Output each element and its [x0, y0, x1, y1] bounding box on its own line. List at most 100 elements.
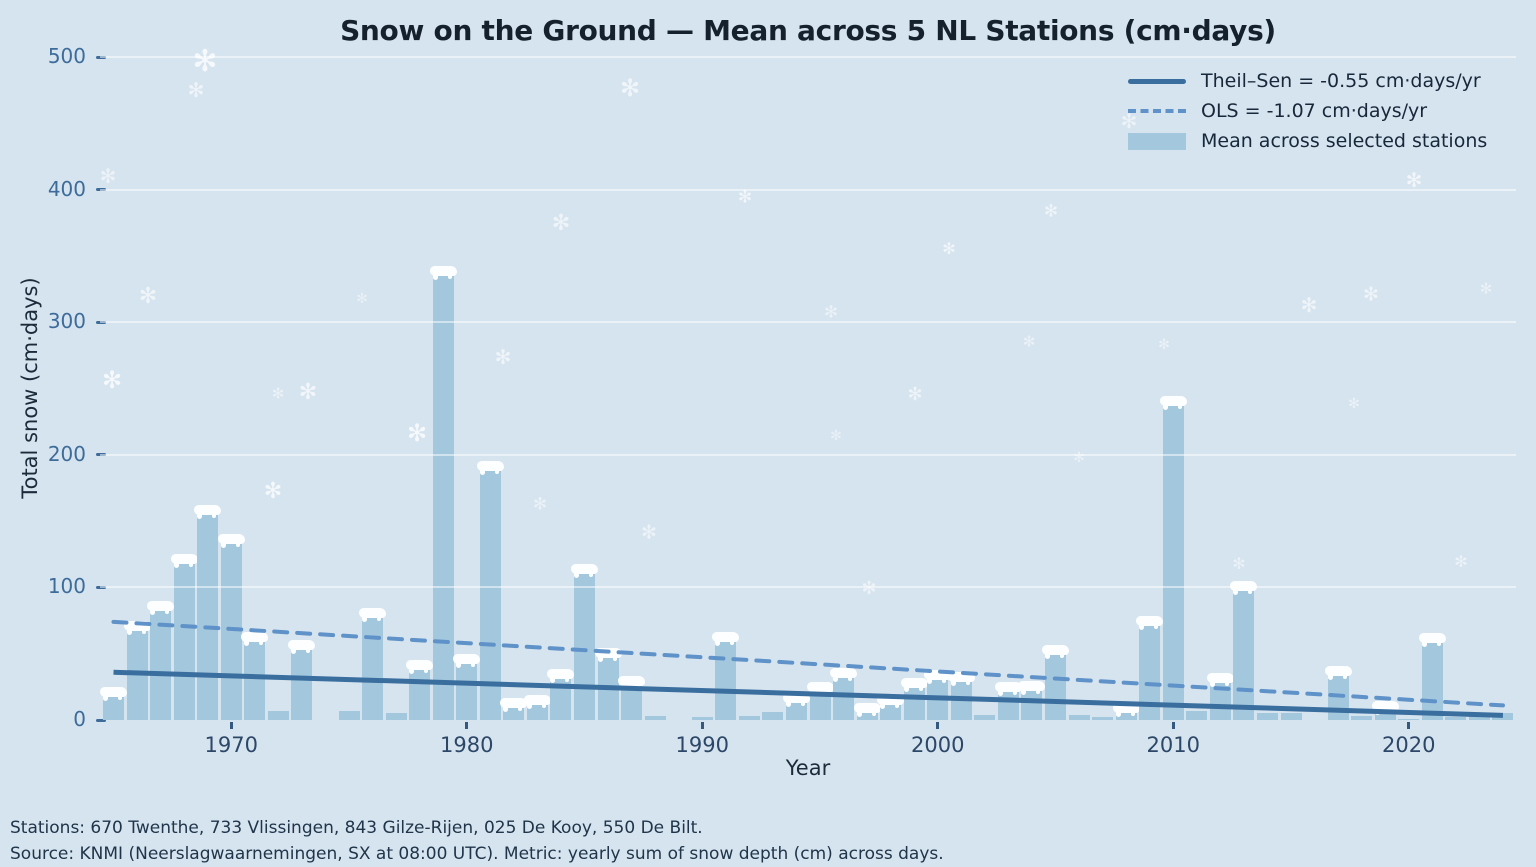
- snow-cap: [217, 533, 245, 548]
- y-tick-label-0: 0: [73, 707, 86, 731]
- bar-year-1969: [194, 504, 222, 720]
- snowflake-icon: ✻: [99, 164, 117, 188]
- snowflake-icon: ✻: [494, 345, 512, 369]
- snow-cap: [194, 504, 222, 519]
- snowflake-icon: ✻: [1158, 337, 1170, 353]
- snow-cap: [924, 670, 952, 685]
- snowflake-icon: ✻: [907, 384, 923, 405]
- snow-cap: [1418, 633, 1446, 648]
- snowflake-icon: ✻: [263, 479, 283, 504]
- snowflake-icon: ✻: [1232, 554, 1246, 573]
- x-tick-label-1990: 1990: [675, 733, 729, 757]
- snowflake-icon: ✻: [187, 78, 205, 102]
- snowflake-icon: ✻: [298, 380, 318, 405]
- snowflake-icon: ✻: [641, 521, 657, 544]
- snowflake-icon: ✻: [823, 302, 839, 323]
- bar-year-2014: [1256, 713, 1278, 720]
- snowflake-icon: ✻: [1022, 332, 1036, 351]
- bar-year-2002: [974, 714, 996, 720]
- snow-cap: [571, 564, 598, 579]
- gridlines-layer: [100, 56, 1516, 720]
- bar-year-1990: [691, 717, 713, 720]
- x-tick-label-1970: 1970: [204, 733, 258, 757]
- snow-cap: [900, 678, 928, 693]
- x-tick-mark: [936, 722, 940, 729]
- snow-cap: [523, 695, 551, 710]
- x-tick-mark: [1407, 722, 1411, 729]
- bar-year-2020: [1398, 718, 1420, 720]
- snow-cap: [406, 659, 434, 674]
- x-tick-mark: [465, 722, 469, 729]
- snow-cap: [1018, 680, 1046, 695]
- gridline-500: [100, 56, 1516, 58]
- snowflake-icon: ✻: [737, 187, 753, 208]
- bar-year-2015: [1280, 713, 1302, 720]
- bar-year-2022: [1445, 717, 1467, 720]
- chart-title: Snow on the Ground — Mean across 5 NL St…: [340, 14, 1276, 47]
- bar-year-1981: [476, 460, 504, 720]
- bar-year-1988: [644, 716, 666, 720]
- legend-row-2: Mean across selected stations: [1128, 126, 1487, 156]
- legend-swatch-solid: [1128, 78, 1186, 84]
- snow-cap: [476, 460, 504, 475]
- snow-cap: [359, 607, 387, 622]
- snowflake-icon: ✻: [138, 284, 158, 309]
- legend-label: OLS = -1.07 cm·days/yr: [1201, 100, 1428, 122]
- bar-year-2006: [1068, 714, 1090, 720]
- snowflake-icon: ✻: [942, 239, 956, 258]
- snowflake-icon: ✻: [1405, 168, 1423, 192]
- snow-cap: [853, 703, 881, 718]
- bar-year-1976: [359, 607, 387, 720]
- snow-cap: [1042, 645, 1069, 660]
- snow-cap: [241, 631, 269, 646]
- snowflake-icon: ✻: [101, 366, 123, 394]
- snowflake-icon: ✻: [1300, 293, 1318, 317]
- snowflake-icon: ✻: [356, 291, 368, 307]
- ols-trend-line: [111, 619, 1505, 708]
- snow-cap: [877, 695, 905, 710]
- legend-label: Theil–Sen = -0.55 cm·days/yr: [1201, 70, 1481, 92]
- legend-row-1: OLS = -1.07 cm·days/yr: [1128, 96, 1487, 126]
- bar-year-2008: [1112, 703, 1140, 720]
- y-tick-label-200: 200: [47, 441, 86, 466]
- legend-row-0: Theil–Sen = -0.55 cm·days/yr: [1128, 66, 1487, 96]
- snow-cap: [712, 631, 740, 646]
- snowflake-icon: ✻: [271, 384, 285, 403]
- bar-year-1993: [762, 712, 784, 720]
- bar-year-1980: [453, 654, 481, 720]
- bar-year-1973: [288, 639, 316, 720]
- snow-cap: [547, 668, 575, 683]
- bar-year-2003: [994, 682, 1022, 720]
- x-tick-mark: [229, 722, 233, 729]
- bar-year-1965: [100, 687, 127, 720]
- y-tick-label-400: 400: [47, 176, 86, 201]
- snow-cap: [994, 682, 1022, 697]
- bar-year-1972: [267, 710, 289, 720]
- x-tick-label-1980: 1980: [440, 733, 494, 757]
- bar-year-2024: [1492, 713, 1514, 720]
- footer-source-line: Source: KNMI (Neerslagwaarnemingen, SX a…: [10, 844, 944, 864]
- y-tick-label-100: 100: [47, 574, 86, 599]
- bar-year-2010: [1159, 395, 1187, 720]
- bar-year-1975: [338, 710, 360, 720]
- snow-cap: [830, 667, 858, 682]
- bar-year-1985: [571, 564, 598, 720]
- snowflake-icon: ✻: [619, 74, 641, 102]
- snowflake-icon: ✻: [1479, 279, 1493, 298]
- footer: Stations: 670 Twenthe, 733 Vlissingen, 8…: [10, 815, 944, 867]
- snow-cap: [1324, 666, 1352, 681]
- x-tick-mark: [1171, 722, 1175, 729]
- x-tick-label-2020: 2020: [1382, 733, 1436, 757]
- bar-year-1977: [385, 713, 407, 720]
- snow-cap: [947, 671, 975, 686]
- x-tick-label-2010: 2010: [1146, 733, 1200, 757]
- bar-year-2007: [1092, 717, 1114, 720]
- snow-cap: [100, 687, 127, 702]
- x-tick-mark: [700, 722, 704, 729]
- snowflake-icon: ✻: [1348, 396, 1360, 412]
- snowflake-icon: ✻: [551, 211, 571, 236]
- bar-year-2011: [1186, 710, 1208, 720]
- footer-stations-line: Stations: 670 Twenthe, 733 Vlissingen, 8…: [10, 818, 703, 838]
- snowflake-icon: ✻: [1043, 201, 1059, 222]
